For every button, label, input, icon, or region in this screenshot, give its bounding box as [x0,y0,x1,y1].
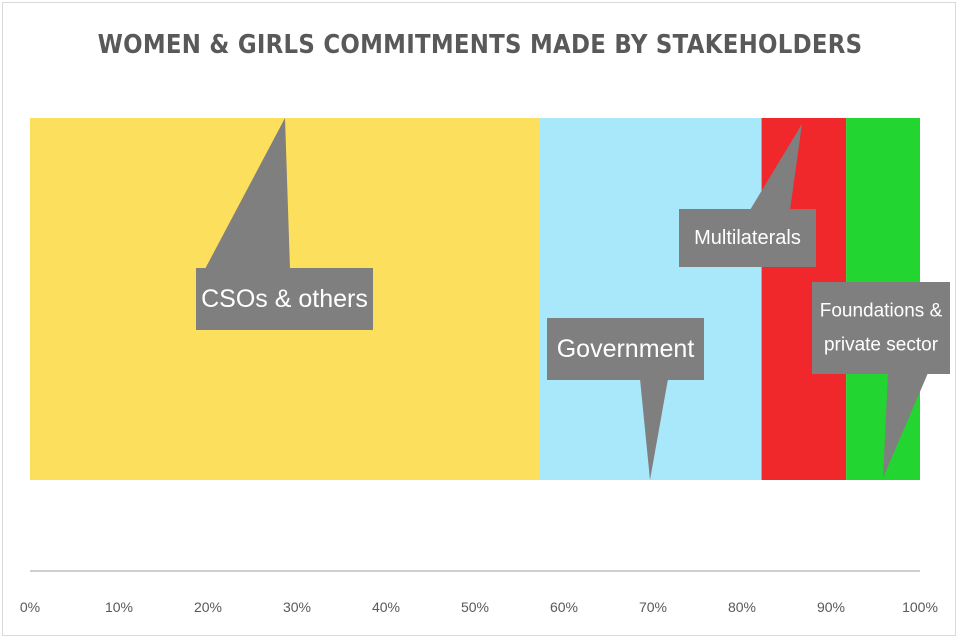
callout-label: Government [557,335,695,363]
x-tick-label: 0% [20,599,40,615]
chart-title: WOMEN & GIRLS COMMITMENTS MADE BY STAKEH… [97,30,863,60]
callout-label: Foundations & [820,301,943,322]
callout-csos-and-others: CSOs & others [196,118,373,330]
x-tick-label: 60% [550,599,578,615]
x-tick-label: 30% [283,599,311,615]
x-tick-label: 20% [194,599,222,615]
x-tick-label: 90% [817,599,845,615]
x-tick-label: 70% [639,599,667,615]
x-tick-label: 100% [902,599,938,615]
x-tick-label: 40% [372,599,400,615]
callout-box [812,282,950,374]
callout-box [547,318,704,380]
callout-foundations-and-private-sector: Foundations & private sector [812,282,950,478]
callout-label: Multilaterals [694,227,801,249]
callout-multilaterals: Multilaterals [679,124,816,267]
callout-label: private sector [824,335,939,356]
x-axis-ticks: 0% 10% 20% 30% 40% 50% 60% 70% 80% 90% 100% [20,599,938,615]
x-tick-label: 50% [461,599,489,615]
callout-pointer [640,379,668,480]
data-callouts: CSOs & others Government Multilaterals Foun… [196,118,950,480]
callout-government: Government [547,318,704,480]
callout-box [679,209,816,267]
callout-box [196,268,373,330]
x-tick-label: 80% [728,599,756,615]
callout-label: CSOs & others [201,285,368,313]
callout-pointer [205,118,290,269]
callout-pointer [883,373,928,478]
callout-pointer [750,124,802,210]
x-tick-label: 10% [105,599,133,615]
